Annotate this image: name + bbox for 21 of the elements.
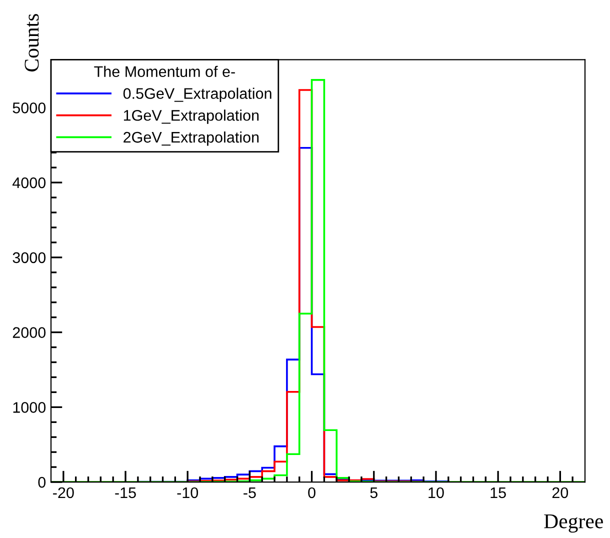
y-axis-title: Counts [24,14,39,72]
legend-label: 2GeV_Extrapolation [124,131,259,146]
y-tick-label: 0 [38,476,46,488]
x-tick-label: 20 [552,487,568,498]
x-tick-label: -10 [177,487,198,498]
legend-label: 0.5GeV_Extrapolation [123,88,272,102]
legend-title: The Momentum of e- [94,66,235,78]
y-tick-label: 2000 [12,327,46,338]
y-tick-label: 1000 [13,402,46,413]
x-tick-label: -15 [115,487,136,498]
y-tick-label: 5000 [12,102,46,114]
x-tick-label: 15 [490,487,506,498]
x-tick-label: 0 [308,487,316,498]
y-tick-label: 4000 [12,177,46,188]
x-tick-label: -5 [244,487,256,498]
y-tick-label: 3000 [12,252,46,264]
legend-label: 1GeV_Extrapolation [124,110,259,124]
x-tick-label: -20 [53,487,74,498]
x-tick-label: 10 [428,487,444,498]
x-tick-label: 5 [370,487,378,498]
x-axis-title: Degree [544,514,603,533]
